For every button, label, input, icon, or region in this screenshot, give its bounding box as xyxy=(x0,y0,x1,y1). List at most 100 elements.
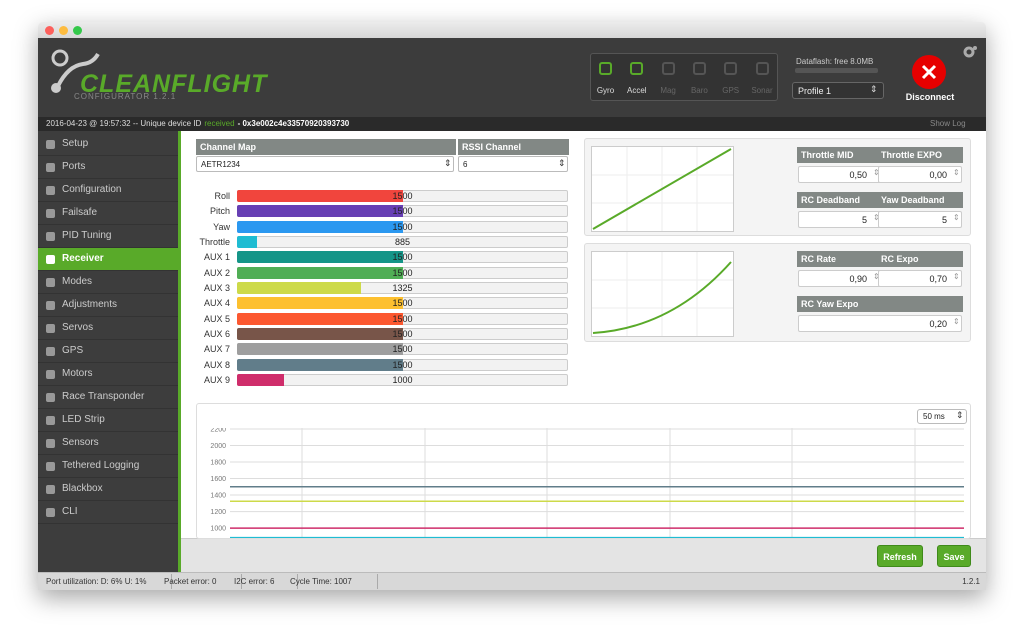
field-input[interactable]: 0,50 xyxy=(798,166,882,183)
nav-item[interactable] xyxy=(38,179,178,202)
nav-label[interactable]: GPS xyxy=(62,345,84,356)
rate-curve xyxy=(591,251,734,337)
nav-item[interactable] xyxy=(38,271,178,294)
field-input[interactable]: 0,70 xyxy=(878,270,962,287)
sensor-label: Gyro xyxy=(596,86,615,95)
show-log[interactable]: Show Log xyxy=(930,119,966,128)
channel-label: AUX 5 xyxy=(203,313,230,324)
nav-item[interactable] xyxy=(38,317,178,340)
nav-label[interactable]: Sensors xyxy=(62,437,99,448)
nav-item[interactable] xyxy=(38,225,178,248)
nav-label[interactable]: Failsafe xyxy=(62,207,98,218)
channel-bar xyxy=(237,251,403,264)
nav-label[interactable]: Motors xyxy=(62,368,93,379)
nav-item[interactable] xyxy=(38,248,178,271)
nav-icon xyxy=(46,278,55,287)
nav-label[interactable]: LED Strip xyxy=(62,414,105,425)
nav-icon xyxy=(46,255,55,264)
zoom-button[interactable] xyxy=(73,26,82,35)
nav-item[interactable] xyxy=(38,294,178,317)
nav-item[interactable] xyxy=(38,501,178,524)
status-item: Packet error: 0 xyxy=(164,574,242,589)
channel-label: AUX 6 xyxy=(203,328,230,339)
sensor-group xyxy=(590,53,778,101)
nav-label[interactable]: PID Tuning xyxy=(62,230,112,241)
nav-label[interactable]: Servos xyxy=(62,322,94,333)
y-tick-label: 2200 xyxy=(210,428,226,434)
field-input[interactable]: 0,20 xyxy=(798,315,962,332)
log-timestamp: 2016-04-23 @ 19:57:32 -- Unique device I… xyxy=(46,119,202,128)
channel-map-select[interactable]: AETR1234 xyxy=(196,156,454,172)
nav-label[interactable]: Configuration xyxy=(62,184,122,195)
field-input[interactable]: 5 xyxy=(878,211,962,228)
spinner: ⇕ xyxy=(873,213,880,222)
button[interactable]: Refresh xyxy=(877,545,923,567)
disconnect-label[interactable]: Disconnect xyxy=(905,92,955,102)
y-tick-label: 2000 xyxy=(210,443,226,450)
profile-select[interactable]: Profile 1 xyxy=(792,82,884,99)
disconnect-icon[interactable] xyxy=(911,54,947,90)
button[interactable]: Save xyxy=(937,545,971,567)
minimize-button[interactable] xyxy=(59,26,68,35)
channel-bar xyxy=(237,220,403,233)
app-version: CONFIGURATOR 1.2.1 xyxy=(74,92,177,101)
channel-value: 1500 xyxy=(392,298,413,309)
sidebar xyxy=(38,131,178,572)
nav-item[interactable] xyxy=(38,478,178,501)
nav-item[interactable] xyxy=(38,432,178,455)
nav-label[interactable]: Ports xyxy=(62,161,86,172)
header xyxy=(38,38,986,117)
nav-item[interactable] xyxy=(38,363,178,386)
channel-value: 1500 xyxy=(392,191,413,201)
nav-item[interactable] xyxy=(38,409,178,432)
device-id: - 0x3e002c4e33570920393730 xyxy=(237,119,350,128)
nav-icon xyxy=(46,370,55,379)
title-bar xyxy=(38,22,986,38)
spinner: ⇕ xyxy=(953,272,960,281)
channel-label: AUX 9 xyxy=(203,374,230,385)
nav-label[interactable]: Blackbox xyxy=(62,483,103,494)
nav-label[interactable]: Adjustments xyxy=(62,299,118,310)
channel-value: 1500 xyxy=(392,313,413,324)
close-button[interactable] xyxy=(45,26,54,35)
nav-icon xyxy=(46,232,55,241)
sensor-icon xyxy=(755,62,769,75)
spinner: ⇕ xyxy=(953,317,960,326)
channel-value: 1325 xyxy=(392,282,413,293)
nav-item[interactable] xyxy=(38,133,178,156)
refresh-select[interactable]: 50 ms xyxy=(917,409,967,424)
nav-label[interactable]: Tethered Logging xyxy=(62,460,140,471)
channel-label: Throttle xyxy=(199,236,230,247)
nav-item[interactable] xyxy=(38,202,178,225)
field-input[interactable]: 0,00 xyxy=(878,166,962,183)
channel-label: AUX 8 xyxy=(203,359,230,370)
select-arrow: ⇕ xyxy=(444,158,452,168)
spinner: ⇕ xyxy=(953,168,960,177)
nav-label[interactable]: CLI xyxy=(62,506,78,517)
nav-label[interactable]: Modes xyxy=(62,276,93,287)
field-input[interactable]: 0,90 xyxy=(798,270,882,287)
sensor-icon xyxy=(692,62,706,75)
nav-item[interactable] xyxy=(38,156,178,179)
select-arrow: ⇕ xyxy=(956,410,964,420)
nav-label[interactable]: Race Transponder xyxy=(62,391,145,402)
field-input[interactable]: 5 xyxy=(798,211,882,228)
channel-bar xyxy=(237,343,403,356)
nav-icon xyxy=(46,393,55,402)
nav-item[interactable] xyxy=(38,386,178,409)
nav-item[interactable] xyxy=(38,340,178,363)
channel-value: 1500 xyxy=(392,252,413,263)
nav-label[interactable]: Receiver xyxy=(62,253,104,264)
nav-icon xyxy=(46,163,55,172)
status-item: Cycle Time: 1007 xyxy=(290,574,378,589)
nav-label[interactable]: Setup xyxy=(62,138,89,149)
settings-gear[interactable] xyxy=(962,44,978,60)
field-header: Yaw Deadband xyxy=(877,192,963,208)
channel-bar xyxy=(237,373,285,386)
channel-value: 1500 xyxy=(392,328,413,339)
rssi-select[interactable]: 6 xyxy=(458,156,568,172)
log-line: 2016-04-23 @ 19:57:32 -- Unique device I… xyxy=(46,119,349,128)
y-tick-label: 1000 xyxy=(210,526,226,533)
nav-item[interactable] xyxy=(38,455,178,478)
field-header: RC Yaw Expo xyxy=(797,296,963,312)
